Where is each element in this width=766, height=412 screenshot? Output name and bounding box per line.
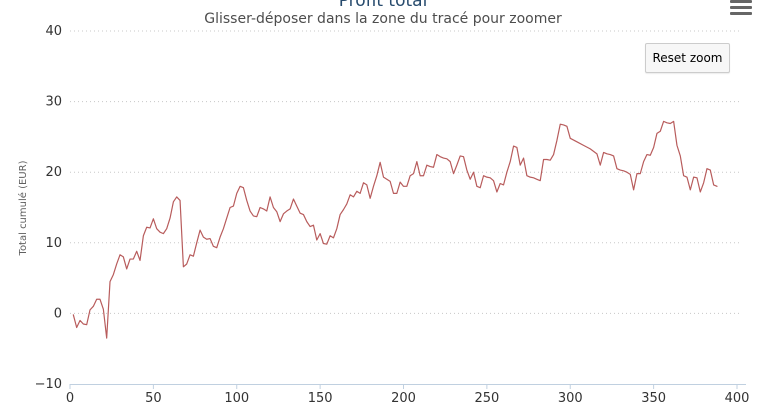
y-axis-title: Total cumulé (EUR) [17, 160, 29, 256]
x-tick-label: 300 [558, 391, 583, 406]
axes [69, 384, 746, 389]
x-tick-label: 200 [391, 391, 416, 406]
plot-area[interactable] [72, 120, 718, 339]
series-line-1[interactable] [72, 120, 718, 339]
y-tick-label: 30 [45, 95, 62, 110]
hamburger-menu-icon[interactable] [730, 0, 752, 16]
y-axis-tick-labels: −10 0 10 20 30 40 [35, 24, 62, 392]
y-tick-label: 10 [45, 236, 62, 251]
y-tick-label: −10 [35, 377, 62, 392]
reset-zoom-button[interactable]: Reset zoom [645, 43, 730, 73]
y-tick-label: 40 [45, 24, 62, 39]
y-tick-label: 20 [45, 165, 62, 180]
x-axis-tick-labels: 0 50 100 150 200 250 300 350 400 [66, 391, 750, 406]
y-tick-label: 0 [54, 306, 62, 321]
x-tick-label: 0 [66, 391, 74, 406]
x-tick-label: 250 [474, 391, 499, 406]
x-tick-label: 150 [308, 391, 333, 406]
x-tick-label: 400 [725, 391, 750, 406]
x-tick-label: 350 [641, 391, 666, 406]
chart-subtitle: Glisser-déposer dans la zone du tracé po… [204, 11, 562, 27]
x-tick-label: 50 [145, 391, 162, 406]
chart-title: Profit total [338, 0, 428, 11]
x-tick-label: 100 [224, 391, 249, 406]
